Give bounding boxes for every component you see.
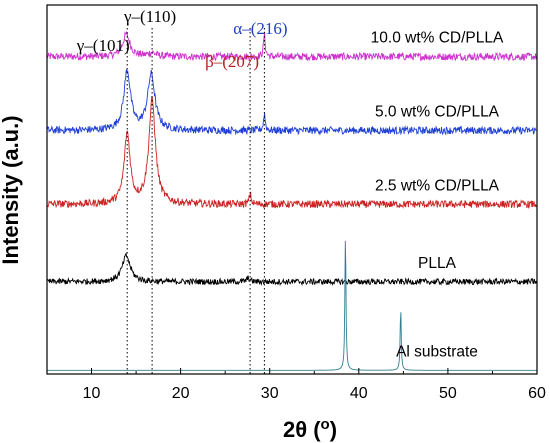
plot-frame [46,4,538,375]
x-axis-title: 2θ (o) [283,416,337,442]
peak-annotation-1: γ–(110) [123,7,176,26]
x-axis-ticks: 10 20 30 40 50 60 [46,368,546,402]
series-line-3 [46,252,538,287]
y-axis-title: Intensity (a.u.) [0,115,23,264]
x-tick-label-1: 20 [172,385,190,402]
series-line-2 [46,95,537,209]
series-line-0 [46,30,538,62]
series-line-1 [46,69,537,136]
series-label-4: Al substrate [396,343,478,360]
x-tick-label-5: 60 [528,385,546,402]
x-tick-label-0: 10 [83,385,101,402]
series-label-2: 2.5 wt% CD/PLLA [375,177,500,194]
series-label-0: 10.0 wt% CD/PLLA [371,30,504,47]
x-tick-label-2: 30 [261,385,279,402]
series-line-4 [47,240,537,371]
peak-annotation-2: β–(207) [205,52,259,71]
sample-labels: 10.0 wt% CD/PLLA 5.0 wt% CD/PLLA 2.5 wt% C… [371,30,504,361]
peak-annotation-3: α–(216) [233,19,287,38]
x-tick-label-3: 40 [350,385,368,402]
reference-lines [126,28,265,374]
peak-annotations: γ–(101) γ–(110) β–(207) α–(216) [76,7,288,71]
x-tick-label-4: 50 [439,385,457,402]
series-layer [46,30,538,371]
series-label-1: 5.0 wt% CD/PLLA [375,104,500,121]
peak-annotation-0: γ–(101) [76,36,130,55]
series-label-3: PLLA [418,255,457,272]
